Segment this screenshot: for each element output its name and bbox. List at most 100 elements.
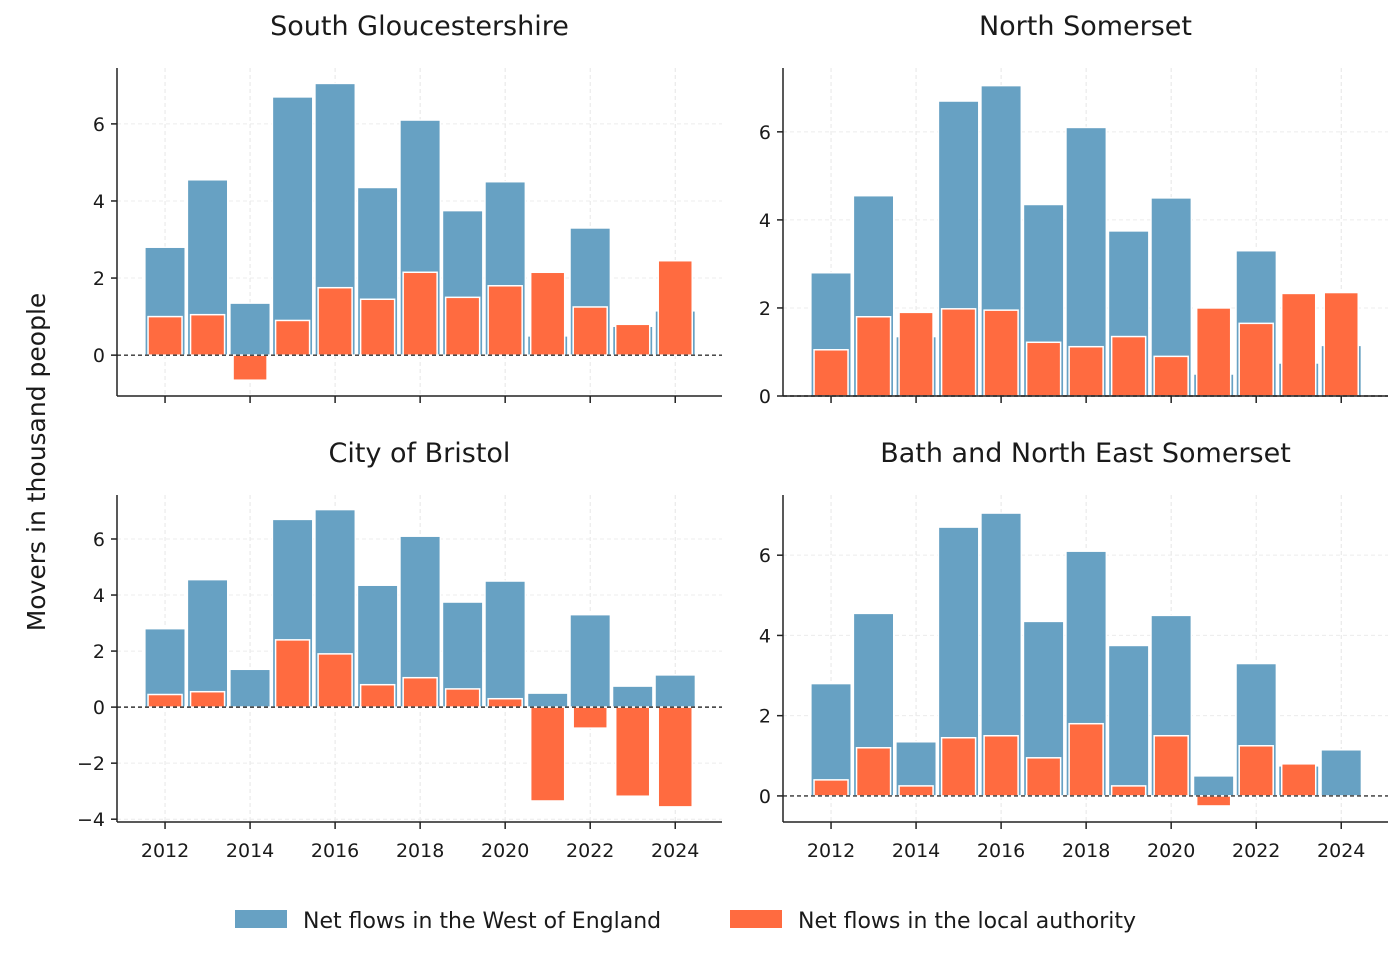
x-tick-label: 2014 bbox=[892, 840, 940, 862]
bar-local-authority-2014 bbox=[898, 311, 934, 397]
y-axis-label: Movers in thousand people bbox=[22, 293, 51, 632]
bar-west-of-england-2023 bbox=[611, 685, 654, 708]
bar-local-authority-2022 bbox=[572, 306, 608, 356]
x-tick-label: 2016 bbox=[311, 840, 359, 862]
bar-west-of-england-2014 bbox=[229, 668, 272, 708]
bar-local-authority-2018 bbox=[1068, 722, 1104, 797]
bar-local-authority-2023 bbox=[1280, 292, 1317, 397]
y-tick-label: 4 bbox=[759, 625, 771, 647]
x-tick-label: 2020 bbox=[481, 840, 529, 862]
bar-local-authority-2023 bbox=[614, 706, 651, 797]
bar-local-authority-2021 bbox=[529, 271, 566, 356]
y-tick-label: 0 bbox=[93, 345, 105, 367]
panel-title: Bath and North East Somerset bbox=[880, 438, 1291, 469]
y-tick-label: 2 bbox=[759, 706, 771, 728]
x-tick-label: 2022 bbox=[1232, 840, 1280, 862]
y-tick-label: 0 bbox=[759, 386, 771, 408]
panel-3: 0 2 4 6 2012 2014 2016 2018 2020 2022 2024 Bath and… bbox=[759, 438, 1388, 862]
panel-title: City of Bristol bbox=[329, 438, 511, 469]
y-tick-label: −4 bbox=[77, 809, 105, 831]
bar-local-authority-2024 bbox=[657, 259, 693, 356]
bar-local-authority-2015 bbox=[274, 639, 311, 708]
bar-local-authority-2013 bbox=[189, 313, 226, 356]
bar-local-authority-2015 bbox=[940, 308, 977, 397]
y-tick-label: 0 bbox=[759, 786, 771, 808]
bar-local-authority-2020 bbox=[1153, 734, 1189, 797]
x-tick-label: 2012 bbox=[141, 840, 189, 862]
x-tick-label: 2024 bbox=[1317, 840, 1365, 862]
legend-label-west-of-england: Net flows in the West of England bbox=[303, 909, 661, 934]
bar-local-authority-2017 bbox=[359, 683, 396, 708]
bar-local-authority-2018 bbox=[402, 676, 438, 708]
x-tick-label: 2014 bbox=[226, 840, 274, 862]
bar-local-authority-2020 bbox=[487, 697, 523, 708]
y-tick-label: 6 bbox=[93, 114, 105, 136]
bar-local-authority-2018 bbox=[1068, 345, 1104, 397]
bar-west-of-england-2022 bbox=[569, 613, 612, 708]
bar-west-of-england-2020 bbox=[484, 580, 527, 708]
panel-0: 0 2 4 6 South Gloucestershire bbox=[93, 11, 722, 403]
bar-local-authority-2014 bbox=[898, 785, 934, 797]
legend-swatch-west-of-england bbox=[235, 910, 287, 928]
bar-local-authority-2020 bbox=[1153, 355, 1189, 397]
y-tick-label: 2 bbox=[93, 641, 105, 663]
bar-local-authority-2017 bbox=[1025, 757, 1062, 797]
x-tick-label: 2018 bbox=[396, 840, 444, 862]
bar-local-authority-2013 bbox=[855, 316, 892, 397]
y-tick-label: 4 bbox=[93, 191, 105, 213]
bar-west-of-england-2014 bbox=[229, 302, 272, 356]
bar-local-authority-2021 bbox=[529, 706, 566, 802]
panel-title: North Somerset bbox=[979, 11, 1192, 42]
bar-west-of-england-2015 bbox=[271, 96, 314, 356]
bar-local-authority-2018 bbox=[402, 271, 438, 356]
bar-local-authority-2012 bbox=[147, 693, 183, 708]
bar-local-authority-2024 bbox=[657, 706, 693, 808]
y-tick-label: 2 bbox=[93, 268, 105, 290]
x-tick-label: 2012 bbox=[807, 840, 855, 862]
bar-local-authority-2015 bbox=[274, 319, 311, 356]
bar-local-authority-2016 bbox=[983, 734, 1019, 797]
bar-local-authority-2022 bbox=[1238, 322, 1274, 397]
bar-local-authority-2012 bbox=[813, 349, 849, 397]
y-tick-label: 4 bbox=[759, 210, 771, 232]
bar-local-authority-2022 bbox=[1238, 745, 1274, 797]
bar-local-authority-2023 bbox=[1280, 763, 1317, 797]
y-tick-label: 6 bbox=[759, 122, 771, 144]
legend-swatch-local-authority bbox=[730, 910, 782, 928]
y-tick-label: −2 bbox=[77, 753, 105, 775]
bar-west-of-england-2024 bbox=[1320, 749, 1363, 797]
bar-west-of-england-2024 bbox=[654, 674, 697, 708]
x-tick-label: 2024 bbox=[651, 840, 699, 862]
bar-local-authority-2021 bbox=[1195, 307, 1232, 397]
bar-local-authority-2015 bbox=[940, 736, 977, 797]
bar-local-authority-2019 bbox=[444, 688, 481, 708]
bar-local-authority-2012 bbox=[813, 779, 849, 797]
bar-local-authority-2020 bbox=[487, 285, 523, 356]
bar-local-authority-2016 bbox=[317, 653, 353, 708]
y-tick-label: 0 bbox=[93, 697, 105, 719]
y-tick-label: 6 bbox=[759, 545, 771, 567]
bar-west-of-england-2013 bbox=[186, 578, 229, 708]
bar-local-authority-2017 bbox=[1025, 341, 1062, 397]
y-tick-label: 4 bbox=[93, 585, 105, 607]
bar-local-authority-2019 bbox=[1110, 785, 1147, 797]
bar-west-of-england-2012 bbox=[810, 682, 852, 797]
legend: Net flows in the West of England Net flo… bbox=[235, 909, 1136, 934]
bar-west-of-england-2021 bbox=[1192, 775, 1235, 797]
bar-west-of-england-2019 bbox=[1107, 644, 1150, 797]
y-tick-label: 2 bbox=[759, 298, 771, 320]
bar-west-of-england-2021 bbox=[526, 692, 569, 708]
legend-label-local-authority: Net flows in the local authority bbox=[798, 909, 1136, 934]
x-tick-label: 2016 bbox=[977, 840, 1025, 862]
bar-local-authority-2024 bbox=[1323, 291, 1359, 397]
x-tick-label: 2020 bbox=[1147, 840, 1195, 862]
bar-local-authority-2016 bbox=[983, 309, 1019, 397]
bar-local-authority-2013 bbox=[189, 690, 226, 708]
panel-2: −4 −2 0 2 4 6 2012 2014 2016 2018 2020 2022 2024 City… bbox=[77, 438, 722, 862]
panel-title: South Gloucestershire bbox=[270, 11, 569, 42]
x-tick-label: 2022 bbox=[566, 840, 614, 862]
y-tick-label: 6 bbox=[93, 529, 105, 551]
bar-local-authority-2017 bbox=[359, 298, 396, 356]
bar-local-authority-2019 bbox=[1110, 335, 1147, 397]
